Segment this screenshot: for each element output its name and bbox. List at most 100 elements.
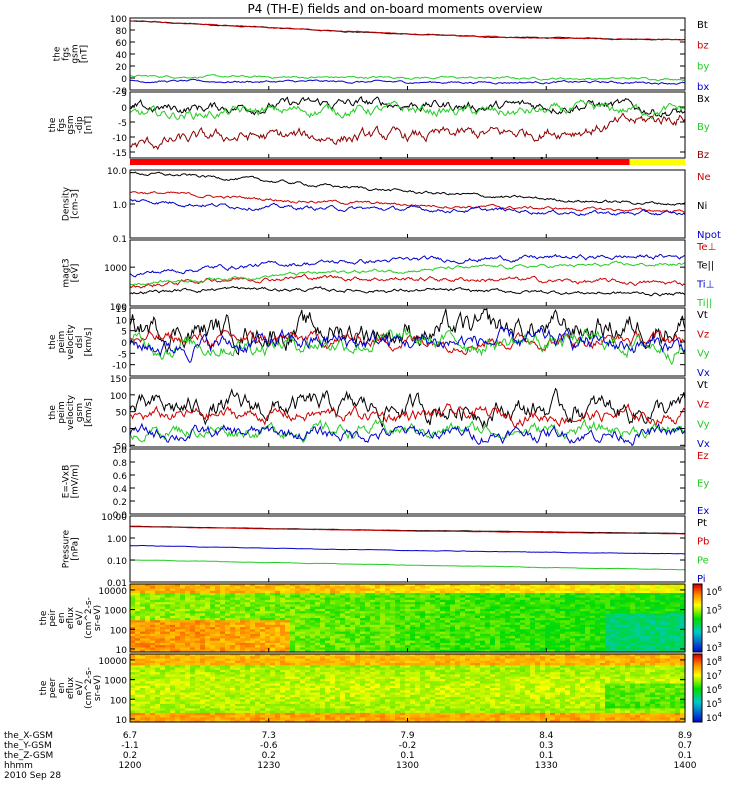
heatmap-cell bbox=[135, 685, 141, 689]
heatmap-cell bbox=[340, 665, 346, 669]
heatmap-cell bbox=[415, 624, 421, 628]
heatmap-cell bbox=[220, 622, 226, 626]
heatmap-cell bbox=[355, 627, 361, 630]
heatmap-cell bbox=[665, 645, 671, 649]
heatmap-cell bbox=[170, 593, 176, 596]
heatmap-cell bbox=[485, 611, 491, 615]
heatmap-cell bbox=[380, 622, 386, 626]
heatmap-cell bbox=[625, 647, 631, 651]
heatmap-cell bbox=[650, 604, 656, 608]
heatmap-cell bbox=[265, 584, 271, 587]
colorbar-cell bbox=[693, 640, 702, 643]
heatmap-cell bbox=[310, 656, 316, 660]
heatmap-cell bbox=[145, 676, 151, 680]
heatmap-cell bbox=[170, 599, 176, 603]
heatmap-cell bbox=[540, 624, 546, 628]
heatmap-cell bbox=[210, 681, 216, 685]
heatmap-cell bbox=[570, 658, 576, 662]
heatmap-cell bbox=[485, 645, 491, 649]
heatmap-cell bbox=[270, 642, 276, 646]
heatmap-cell bbox=[425, 663, 431, 666]
heatmap-cell bbox=[270, 678, 276, 682]
heatmap-cell bbox=[465, 676, 471, 680]
heatmap-cell bbox=[480, 658, 486, 662]
heatmap-cell bbox=[330, 597, 336, 601]
heatmap-cell bbox=[410, 597, 416, 601]
heatmap-cell bbox=[225, 665, 231, 669]
heatmap-cell bbox=[240, 595, 246, 599]
heatmap-cell bbox=[395, 586, 401, 590]
heatmap-cell bbox=[145, 636, 151, 639]
heatmap-cell bbox=[330, 656, 336, 660]
heatmap-cell bbox=[395, 647, 401, 651]
heatmap-cell bbox=[460, 638, 466, 642]
heatmap-cell bbox=[380, 645, 386, 649]
spectrogram-layer bbox=[130, 584, 702, 723]
heatmap-cell bbox=[620, 622, 626, 626]
heatmap-cell bbox=[415, 636, 421, 639]
heatmap-cell bbox=[360, 588, 366, 592]
heatmap-cell bbox=[405, 642, 411, 646]
heatmap-cell bbox=[660, 676, 666, 680]
heatmap-cell bbox=[430, 674, 436, 678]
heatmap-cell bbox=[635, 627, 641, 630]
heatmap-cell bbox=[205, 602, 211, 605]
heatmap-cell bbox=[180, 584, 186, 587]
heatmap-cell bbox=[360, 606, 366, 610]
heatmap-cell bbox=[135, 588, 141, 592]
heatmap-cell bbox=[230, 663, 236, 666]
heatmap-cell bbox=[255, 608, 261, 612]
heatmap-cell bbox=[220, 618, 226, 621]
heatmap-cell bbox=[290, 584, 296, 587]
heatmap-cell bbox=[310, 597, 316, 601]
heatmap-cell bbox=[630, 595, 636, 599]
heatmap-cell bbox=[640, 620, 646, 624]
heatmap-cell bbox=[475, 597, 481, 601]
heatmap-cell bbox=[485, 620, 491, 624]
heatmap-cell bbox=[180, 660, 186, 664]
heatmap-cell bbox=[195, 593, 201, 596]
heatmap-cell bbox=[585, 656, 591, 660]
heatmap-cell bbox=[540, 627, 546, 630]
heatmap-cell bbox=[380, 606, 386, 610]
heatmap-cell bbox=[275, 622, 281, 626]
heatmap-cell bbox=[260, 660, 266, 664]
heatmap-cell bbox=[370, 681, 376, 685]
heatmap-cell bbox=[590, 663, 596, 666]
heatmap-cell bbox=[510, 642, 516, 646]
heatmap-cell bbox=[485, 599, 491, 603]
heatmap-cell bbox=[275, 588, 281, 592]
heatmap-cell bbox=[235, 667, 241, 671]
heatmap-cell bbox=[510, 595, 516, 599]
heatmap-cell bbox=[375, 595, 381, 599]
heatmap-cell bbox=[345, 669, 351, 673]
heatmap-cell bbox=[160, 660, 166, 664]
heatmap-cell bbox=[520, 660, 526, 664]
heatmap-cell bbox=[255, 593, 261, 596]
heatmap-cell bbox=[165, 604, 171, 608]
heatmap-cell bbox=[205, 658, 211, 662]
heatmap-cell bbox=[590, 606, 596, 610]
heatmap-cell bbox=[425, 645, 431, 649]
heatmap-cell bbox=[630, 660, 636, 664]
heatmap-cell bbox=[345, 663, 351, 666]
heatmap-cell bbox=[395, 663, 401, 666]
heatmap-cell bbox=[510, 669, 516, 673]
heatmap-cell bbox=[290, 654, 296, 657]
heatmap-cell bbox=[265, 678, 271, 682]
heatmap-cell bbox=[445, 647, 451, 651]
heatmap-cell bbox=[260, 613, 266, 617]
heatmap-cell bbox=[535, 640, 541, 644]
heatmap-cell bbox=[175, 681, 181, 685]
heatmap-cell bbox=[275, 654, 281, 657]
heatmap-cell bbox=[335, 647, 341, 651]
heatmap-cell bbox=[655, 667, 661, 671]
heatmap-cell bbox=[210, 683, 216, 687]
heatmap-cell bbox=[130, 595, 136, 599]
heatmap-cell bbox=[370, 622, 376, 626]
heatmap-cell bbox=[260, 588, 266, 592]
heatmap-cell bbox=[675, 622, 681, 626]
heatmap-cell bbox=[565, 654, 571, 657]
heatmap-cell bbox=[295, 599, 301, 603]
heatmap-cell bbox=[150, 669, 156, 673]
